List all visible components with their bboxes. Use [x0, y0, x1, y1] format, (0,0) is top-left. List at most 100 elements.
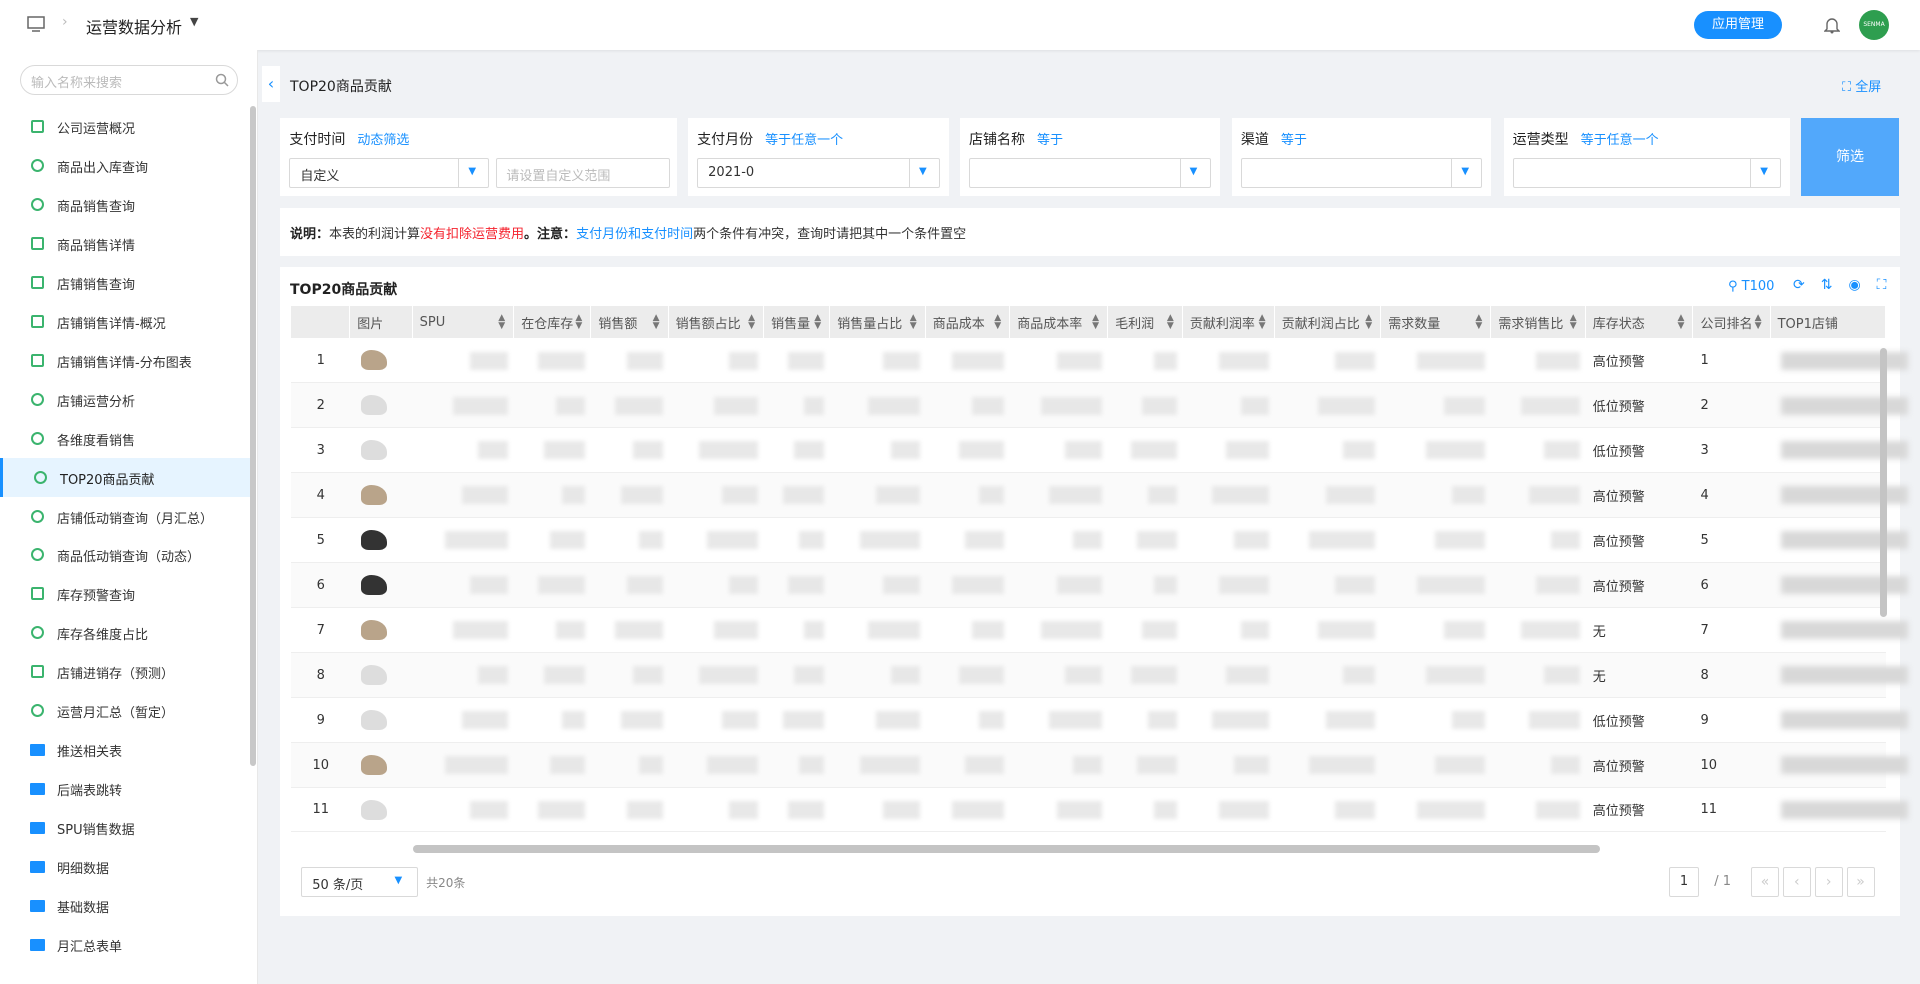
- header-cell[interactable]: 毛利润 ▲ ▼: [1108, 306, 1183, 339]
- note-box: 说明：本表的利润计算没有扣除运营费用。注意：支付月份和支付时间两个条件有冲突，查…: [280, 208, 1900, 256]
- filter-select[interactable]: 自定义 ▼: [289, 158, 490, 188]
- sidebar-item[interactable]: 月汇总表单: [0, 925, 250, 964]
- sidebar-label: 商品出入库查询: [57, 161, 149, 177]
- header-cell[interactable]: 贡献利润率 ▲ ▼: [1183, 306, 1275, 339]
- avatar[interactable]: SENMA: [1859, 10, 1889, 40]
- header-cell[interactable]: TOP1店铺: [1771, 306, 1886, 339]
- sidebar-item[interactable]: SPU销售数据: [0, 808, 250, 847]
- sidebar-label: 各维度看销售: [57, 433, 136, 449]
- sidebar-item[interactable]: 店铺销售查询: [0, 263, 250, 302]
- header-cell[interactable]: SPU ▲ ▼: [413, 306, 515, 339]
- header-cell[interactable]: 图片: [350, 306, 413, 339]
- blurred-cell: [1142, 396, 1177, 415]
- header-cell[interactable]: 公司排名 ▲ ▼: [1693, 306, 1771, 339]
- header-cell[interactable]: 商品成本率 ▲ ▼: [1010, 306, 1109, 339]
- sort-icon: ▲ ▼: [748, 313, 755, 332]
- filter-operator[interactable]: 等于: [1037, 133, 1064, 148]
- header-cell[interactable]: 需求数量 ▲ ▼: [1381, 306, 1492, 339]
- sidebar-item[interactable]: 店铺销售详情-概况: [0, 302, 250, 341]
- sidebar-item[interactable]: 库存预警查询: [0, 574, 250, 613]
- filter-label: 支付时间: [289, 132, 346, 148]
- range-input[interactable]: 请设置自定义范围: [496, 158, 671, 188]
- blurred-cell: [868, 621, 920, 640]
- page-nav-button[interactable]: «: [1751, 866, 1780, 897]
- blurred-cell: [1780, 576, 1909, 595]
- filter-operator[interactable]: 动态筛选: [357, 133, 410, 148]
- filter-select[interactable]: ▼: [969, 158, 1211, 188]
- sidebar-item[interactable]: 运营月汇总（暂定）: [0, 691, 250, 730]
- page-nav-button[interactable]: »: [1846, 866, 1875, 897]
- blurred-cell: [1154, 576, 1177, 595]
- blurred-cell: [1072, 531, 1103, 550]
- fullscreen-label: 全屏: [1855, 80, 1882, 95]
- filter-select[interactable]: 2021-0 ▼: [697, 158, 940, 188]
- sidebar-item[interactable]: 公司运营概况: [0, 107, 250, 146]
- filter-operator[interactable]: 等于任意一个: [765, 133, 844, 148]
- bell-icon[interactable]: [1824, 16, 1840, 34]
- sidebar-item[interactable]: 商品销售详情: [0, 224, 250, 263]
- sidebar-item[interactable]: 库存各维度占比: [0, 613, 250, 652]
- sidebar-item[interactable]: 店铺低动销查询（月汇总）: [0, 497, 250, 536]
- fullscreen-button[interactable]: ⛶ 全屏: [1842, 80, 1882, 95]
- header-cell[interactable]: 商品成本 ▲ ▼: [926, 306, 1011, 339]
- blurred-cell: [1219, 576, 1269, 595]
- sidebar-item[interactable]: 基础数据: [0, 886, 250, 925]
- stock-status: 高位预警: [1592, 355, 1645, 371]
- sidebar-item[interactable]: 店铺运营分析: [0, 380, 250, 419]
- blurred-cell: [1780, 756, 1909, 775]
- column-title: 销售额占比: [675, 316, 741, 332]
- blurred-cell: [729, 800, 759, 819]
- header-cell[interactable]: 销售额 ▲ ▼: [591, 306, 669, 339]
- header-cell[interactable]: 销售量 ▲ ▼: [764, 306, 831, 339]
- page-nav-button[interactable]: ›: [1814, 866, 1843, 897]
- sidebar-item[interactable]: 各维度看销售: [0, 419, 250, 458]
- home-icon[interactable]: [27, 16, 45, 32]
- page-nav-button[interactable]: ‹: [1782, 866, 1811, 897]
- row-index: 9: [316, 712, 325, 728]
- toolbar-search[interactable]: ⚲ T100: [1728, 279, 1775, 294]
- blurred-cell: [1057, 351, 1103, 370]
- blurred-cell: [951, 351, 1005, 370]
- sidebar-item[interactable]: 店铺销售详情-分布图表: [0, 341, 250, 380]
- sidebar-icon: [31, 275, 44, 289]
- current-page[interactable]: 1: [1668, 866, 1699, 897]
- blurred-cell: [1136, 531, 1177, 550]
- app-manage-button[interactable]: 应用管理: [1694, 11, 1782, 39]
- sidebar-item[interactable]: 推送相关表: [0, 730, 250, 769]
- header-cell[interactable]: 贡献利润占比 ▲ ▼: [1275, 306, 1382, 339]
- search-box[interactable]: 输入名称来搜索: [20, 65, 238, 95]
- sidebar-item[interactable]: 店铺进销存（预测）: [0, 652, 250, 691]
- header-cell[interactable]: 销售额占比 ▲ ▼: [669, 306, 765, 339]
- header-cell[interactable]: 销售量占比 ▲ ▼: [830, 306, 926, 339]
- dropdown-arrow[interactable]: ▼: [190, 15, 199, 28]
- sort-icon: ▲ ▼: [814, 313, 822, 332]
- sidebar-item[interactable]: 明细数据: [0, 847, 250, 886]
- header-cell[interactable]: 需求销售比 ▲ ▼: [1491, 306, 1586, 339]
- blurred-cell: [1417, 351, 1486, 370]
- sidebar-item[interactable]: 商品出入库查询: [0, 146, 250, 185]
- filter-select[interactable]: ▼: [1512, 158, 1782, 188]
- sidebar-item[interactable]: 商品低动销查询（动态）: [0, 535, 250, 574]
- blurred-cell: [1417, 576, 1486, 595]
- company-rank: 1: [1700, 353, 1709, 369]
- blurred-cell: [461, 711, 509, 730]
- header-cell[interactable]: 库存状态 ▲ ▼: [1586, 306, 1694, 339]
- toolbar-search-label: T100: [1741, 279, 1775, 294]
- stock-status: 低位预警: [1592, 444, 1645, 460]
- toolbar-icons[interactable]: ⟳⇅◉⛶: [1793, 277, 1903, 293]
- blurred-cell: [860, 531, 920, 550]
- sidebar-item[interactable]: 商品销售查询: [0, 185, 250, 224]
- app-title[interactable]: 运营数据分析: [86, 18, 183, 37]
- filter-operator[interactable]: 等于任意一个: [1580, 133, 1659, 148]
- sidebar-icon: [34, 470, 47, 484]
- page-size-select[interactable]: 50 条/页 ▼: [301, 866, 418, 897]
- header-cell[interactable]: 在仓库存 ▲ ▼: [514, 306, 592, 339]
- filter-button[interactable]: 筛选: [1801, 118, 1899, 196]
- sidebar-item[interactable]: TOP20商品贡献: [0, 457, 250, 497]
- filter-select[interactable]: ▼: [1240, 158, 1483, 188]
- collapse-toggle[interactable]: ‹: [262, 66, 280, 102]
- sidebar-item[interactable]: 后端表跳转: [0, 769, 250, 808]
- filter-operator[interactable]: 等于: [1280, 133, 1307, 148]
- sort-icon: ▲ ▼: [1365, 313, 1373, 332]
